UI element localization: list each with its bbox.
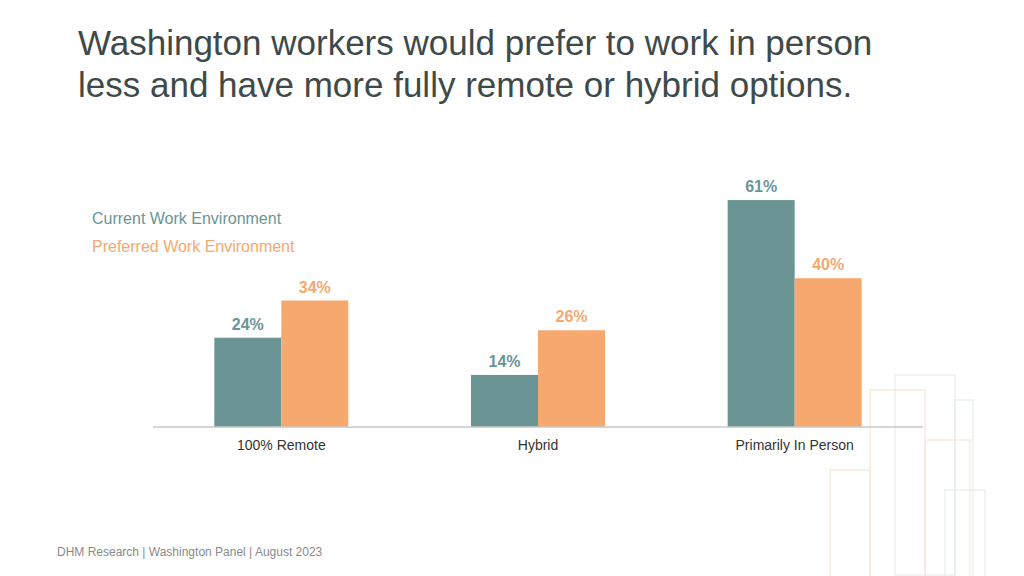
bar bbox=[281, 301, 348, 427]
data-label: 26% bbox=[555, 308, 587, 325]
data-label: 14% bbox=[488, 353, 520, 370]
title-line: less and have more fully remote or hybri… bbox=[78, 65, 852, 104]
bar bbox=[214, 338, 281, 427]
title-line: Washington workers would prefer to work … bbox=[78, 23, 872, 62]
data-label: 34% bbox=[299, 279, 331, 296]
data-label: 24% bbox=[232, 316, 264, 333]
bar bbox=[471, 375, 538, 427]
decoration-shape bbox=[955, 400, 973, 576]
decoration-shape bbox=[870, 390, 925, 576]
bar bbox=[538, 330, 605, 427]
legend: Current Work Environment Preferred Work E… bbox=[92, 210, 295, 255]
x-tick-label: Hybrid bbox=[518, 437, 558, 453]
source-note: DHM Research | Washington Panel | August… bbox=[57, 545, 323, 559]
chart: Washington workers would prefer to work … bbox=[0, 0, 1024, 576]
legend-entry: Current Work Environment bbox=[92, 210, 282, 227]
data-labels: 24% 14% 61% 34% 26% 40% bbox=[232, 178, 844, 370]
bar bbox=[728, 200, 795, 427]
decoration-shape bbox=[830, 470, 870, 576]
title: Washington workers would prefer to work … bbox=[78, 23, 872, 104]
bar bbox=[795, 278, 862, 427]
bars bbox=[214, 200, 861, 427]
x-tick-label: Primarily In Person bbox=[736, 437, 854, 453]
x-tick-label: 100% Remote bbox=[237, 437, 326, 453]
decoration-shape bbox=[925, 440, 970, 576]
x-axis bbox=[153, 426, 923, 428]
data-label: 61% bbox=[745, 178, 777, 195]
data-label: 40% bbox=[812, 256, 844, 273]
legend-entry: Preferred Work Environment bbox=[92, 238, 295, 255]
decoration-shape bbox=[945, 490, 985, 576]
